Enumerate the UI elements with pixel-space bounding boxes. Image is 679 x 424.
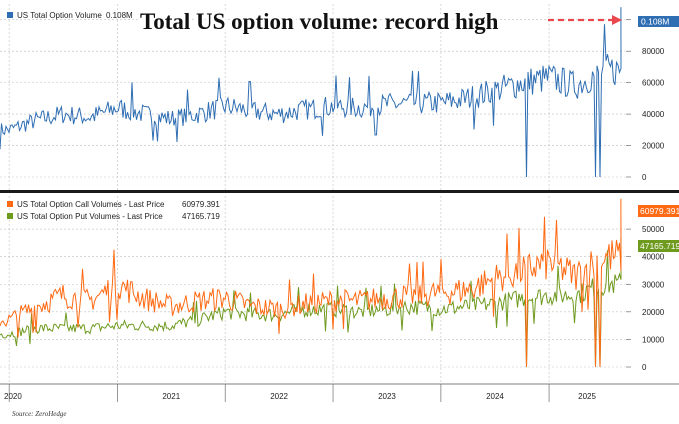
series-put-volume-line — [0, 236, 622, 368]
arrow-head — [612, 15, 622, 25]
legend-value-put: 47165.719 — [182, 212, 220, 221]
legend-swatch-put — [7, 213, 13, 219]
legend-label-total: US Total Option Volume — [17, 11, 102, 20]
top-y-tick-label: 60000 — [642, 79, 665, 88]
top-y-tick-label: 40000 — [642, 110, 665, 119]
legend-swatch-call — [7, 201, 13, 207]
badge-put-background — [638, 240, 679, 252]
record-high-arrow — [548, 15, 622, 25]
legend-label-call: US Total Option Call Volumes - Last Pric… — [17, 200, 165, 209]
x-axis: 2020 2021 2022 2023 2024 2025 — [4, 384, 596, 402]
chart-title: Total US option volume: record high — [140, 9, 499, 34]
top-panel-grid — [0, 4, 625, 190]
badge-call-value: 60979.391 — [640, 206, 679, 216]
top-legend: US Total Option Volume 0.108M — [7, 11, 133, 20]
badge-total-background — [638, 16, 679, 27]
bottom-y-tick-label: 40000 — [642, 253, 665, 262]
badge-put-value: 47165.719 — [640, 241, 679, 251]
x-tick-label: 2020 — [4, 392, 22, 401]
badge-total-value: 0.108M — [641, 17, 669, 27]
badge-put: 47165.719 — [638, 240, 679, 252]
bottom-y-tick-label: 10000 — [642, 335, 665, 344]
top-y-tick-label: 80000 — [642, 47, 665, 56]
legend-value-call: 60979.391 — [182, 200, 220, 209]
panel-divider — [0, 190, 679, 193]
legend-value-total: 0.108M — [106, 11, 133, 20]
x-tick-label: 2022 — [270, 392, 288, 401]
bottom-y-axis: 0 10000 20000 30000 40000 50000 — [626, 225, 665, 372]
badge-call: 60979.391 — [638, 205, 679, 217]
bottom-legend: US Total Option Call Volumes - Last Pric… — [7, 200, 220, 221]
legend-swatch-total — [7, 12, 13, 18]
bottom-y-tick-label: 50000 — [642, 225, 665, 234]
series-total-volume-line — [0, 7, 622, 178]
badge-call-background — [638, 205, 679, 217]
x-tick-label: 2025 — [578, 392, 596, 401]
x-tick-label: 2024 — [486, 392, 504, 401]
x-tick-label: 2021 — [162, 392, 180, 401]
bottom-y-tick-label: 20000 — [642, 308, 665, 317]
badge-total: 0.108M — [638, 16, 679, 27]
series-call-volume-line — [0, 198, 622, 368]
top-y-tick-label: 20000 — [642, 142, 665, 151]
x-tick-label: 2023 — [378, 392, 396, 401]
bottom-y-tick-label: 30000 — [642, 280, 665, 289]
legend-label-put: US Total Option Put Volumes - Last Price — [17, 212, 163, 221]
source-note: Source: ZeroHedge — [12, 410, 67, 418]
bottom-y-tick-label: 0 — [642, 363, 647, 372]
chart-title-halo: Total US option volume: record high — [140, 9, 499, 34]
top-y-tick-label: 0 — [642, 173, 647, 182]
